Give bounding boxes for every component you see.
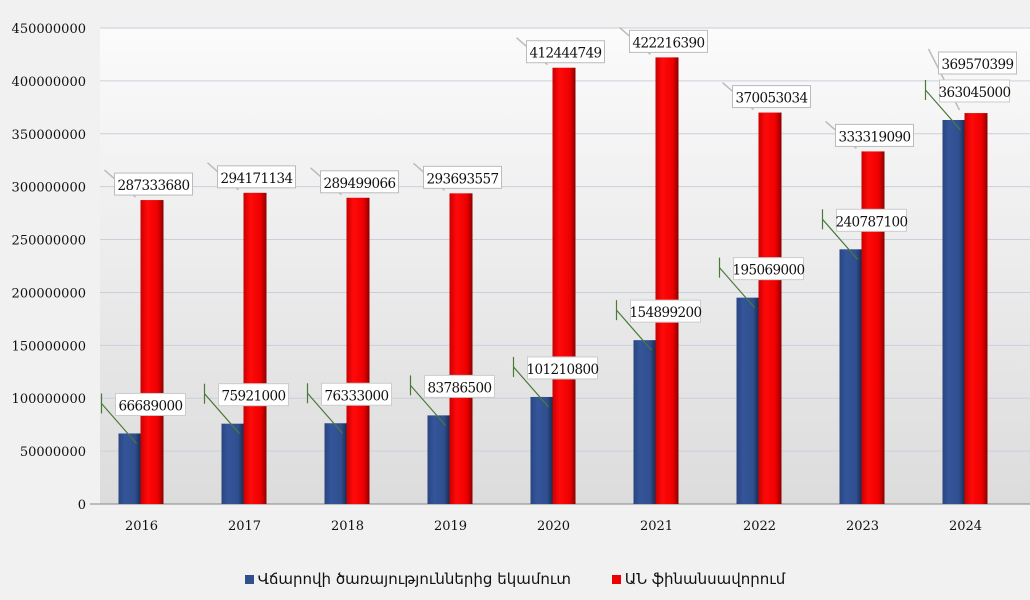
bar-2021-series-1 (633, 340, 656, 504)
bar-2024-series-2 (964, 113, 988, 504)
bar-2016-series-1 (118, 433, 141, 504)
data-label-box (321, 382, 392, 406)
data-label-2020-series-2: 412444749 (530, 46, 602, 62)
data-label-2020-series-1: 101210800 (527, 362, 599, 378)
leader-line (204, 393, 240, 435)
bar-2019-series-2 (449, 193, 473, 505)
bar-2023-series-1 (839, 249, 862, 504)
data-label-2022-series-1: 195069000 (733, 263, 805, 279)
leader-line (719, 267, 755, 309)
bar-2022-series-1 (736, 297, 759, 504)
legend: Վճարովի ծառայություններից եկամուտ ԱՆ ֆին… (0, 570, 1030, 588)
bar-2020-series-2 (552, 67, 576, 505)
data-label-box (527, 356, 598, 380)
leader-line (616, 309, 652, 351)
data-label-2016-series-2: 287333680 (118, 178, 190, 194)
y-tick-label: 150000000 (12, 339, 86, 354)
data-label-box (526, 40, 605, 64)
x-tick-label: 2019 (434, 519, 467, 534)
bar-2018-series-2 (346, 197, 370, 504)
data-label-box (218, 383, 289, 407)
y-tick-label: 100000000 (12, 392, 86, 407)
data-label-2021-series-1: 154899200 (630, 305, 702, 321)
data-label-box (423, 165, 502, 189)
data-label-2022-series-2: 370053034 (736, 91, 808, 107)
leader-line (101, 403, 137, 444)
bar-2024-series-1 (942, 119, 965, 504)
y-tick-label: 0 (78, 498, 86, 513)
leader-line (513, 366, 549, 408)
x-tick-label: 2023 (846, 519, 879, 534)
data-label-box (732, 85, 811, 109)
x-tick-label: 2024 (949, 519, 982, 534)
data-label-2018-series-2: 289499066 (324, 176, 396, 192)
legend-swatch (611, 575, 621, 584)
data-label-2018-series-1: 76333000 (325, 388, 389, 404)
bar-2019-series-1 (427, 415, 450, 504)
x-tick-label: 2016 (125, 519, 158, 534)
leader-line (925, 89, 961, 131)
data-label-2024-series-1: 363045000 (939, 85, 1011, 101)
data-label-box (217, 165, 296, 189)
leader-line (410, 384, 446, 426)
bar-2017-series-1 (221, 423, 244, 504)
legend-label: ԱՆ ֆինանսավորում (624, 570, 786, 588)
bar-2022-series-2 (758, 112, 782, 504)
bar-2023-series-2 (861, 151, 885, 504)
data-label-2021-series-2: 422216390 (633, 35, 705, 51)
leader-line (307, 392, 343, 434)
data-label-box (630, 299, 701, 323)
leader-line (822, 218, 858, 260)
x-tick-label: 2022 (743, 519, 776, 534)
bar-2021-series-2 (655, 57, 679, 504)
data-label-box (733, 257, 804, 281)
bar-2016-series-2 (140, 200, 164, 504)
data-label-2016-series-1: 66689000 (119, 398, 183, 414)
data-label-box (938, 51, 1017, 75)
data-label-box (320, 170, 399, 194)
y-tick-label: 300000000 (12, 181, 86, 196)
data-label-box (115, 392, 186, 416)
data-label-2019-series-1: 83786500 (428, 380, 492, 396)
data-label-2019-series-2: 293693557 (427, 171, 499, 187)
data-label-2024-series-2: 369570399 (942, 57, 1014, 73)
data-label-box (424, 374, 495, 398)
data-label-box (629, 29, 708, 53)
legend-label: Վճարովի ծառայություններից եկամուտ (257, 570, 571, 588)
legend-item-series-2: ԱՆ ֆինանսավորում (611, 570, 786, 588)
data-label-box (836, 208, 907, 232)
data-label-2023-series-1: 240787100 (836, 214, 908, 230)
bar-2018-series-1 (324, 423, 347, 504)
data-label-box (835, 123, 914, 147)
data-label-2017-series-2: 294171134 (221, 171, 293, 187)
y-tick-label: 400000000 (12, 75, 86, 90)
data-label-2017-series-1: 75921000 (222, 389, 286, 405)
x-tick-label: 2021 (640, 519, 673, 534)
data-label-box (939, 79, 1010, 103)
x-tick-label: 2020 (537, 519, 570, 534)
y-tick-label: 350000000 (12, 128, 86, 143)
x-tick-label: 2017 (228, 519, 261, 534)
legend-swatch (244, 575, 254, 584)
y-tick-label: 200000000 (12, 286, 86, 301)
bar-2017-series-2 (243, 192, 267, 504)
legend-item-series-1: Վճարովի ծառայություններից եկամուտ (244, 570, 571, 588)
y-tick-label: 50000000 (20, 445, 86, 460)
x-tick-label: 2018 (331, 519, 364, 534)
y-tick-label: 450000000 (12, 22, 86, 37)
y-tick-label: 250000000 (12, 234, 86, 249)
data-label-2023-series-2: 333319090 (839, 129, 911, 145)
bar-2020-series-1 (530, 396, 553, 504)
data-label-box (114, 172, 193, 196)
